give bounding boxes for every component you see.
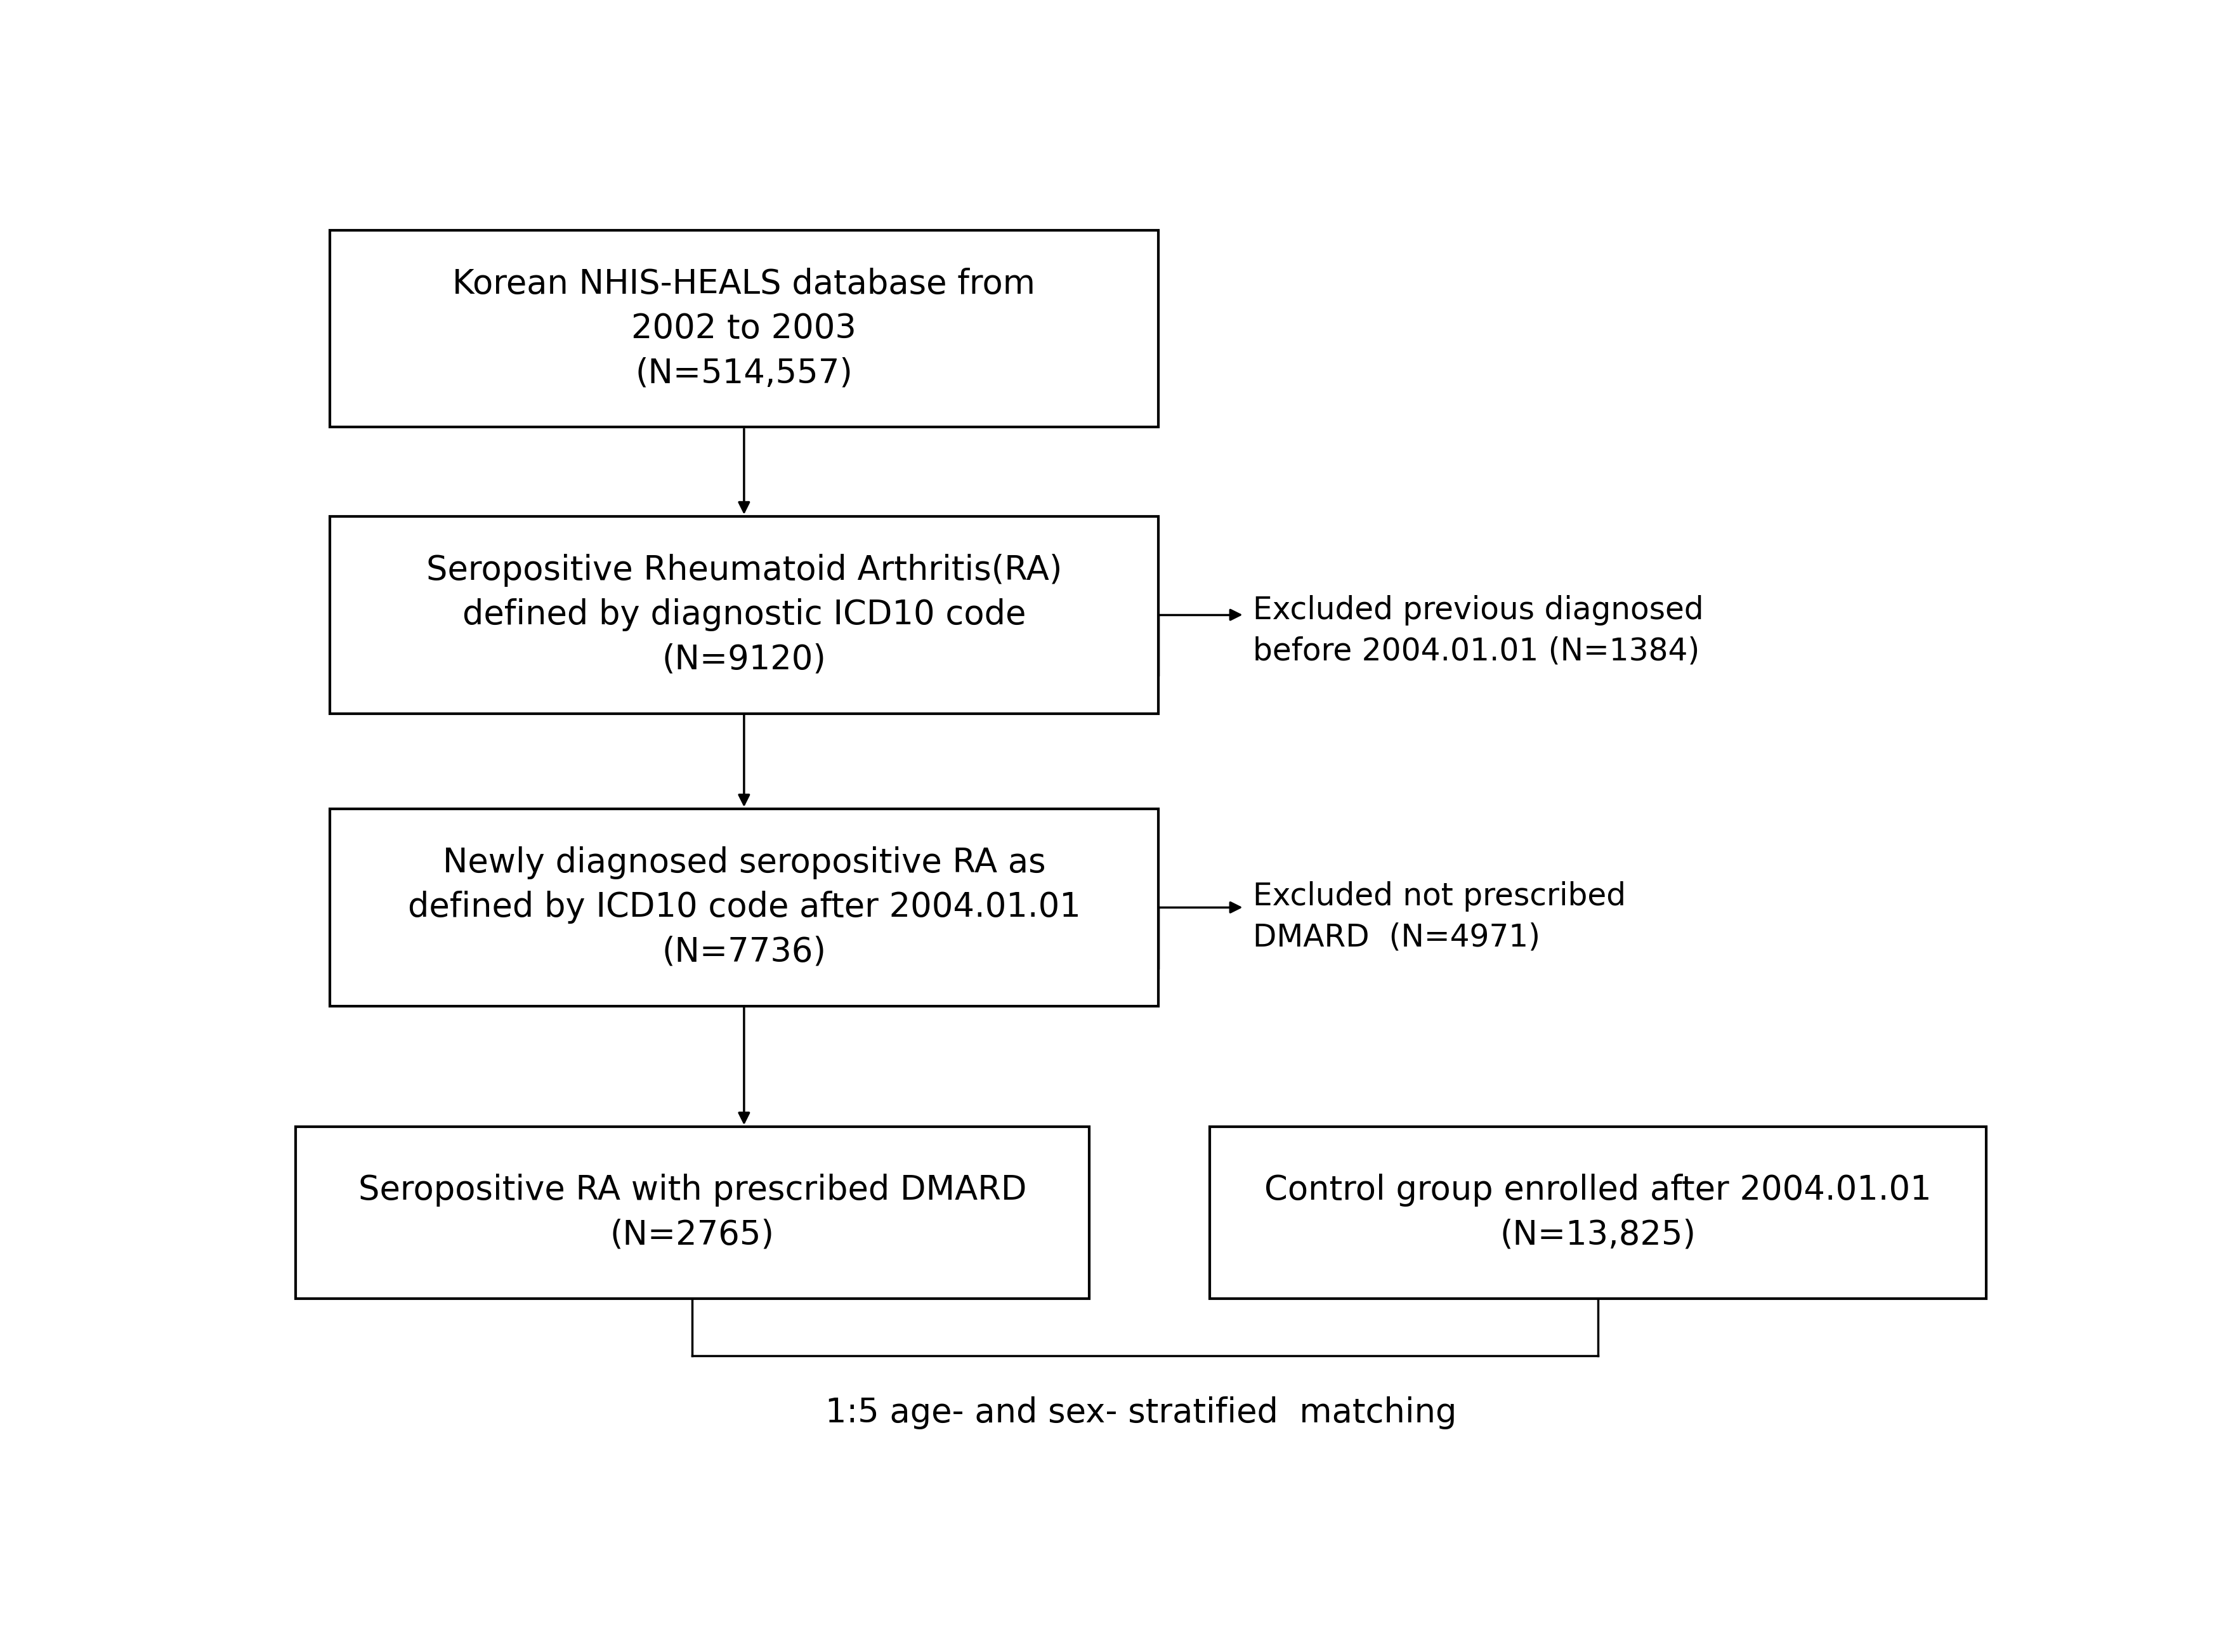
Text: Seropositive Rheumatoid Arthritis(RA)
defined by diagnostic ICD10 code
(N=9120): Seropositive Rheumatoid Arthritis(RA) de… [425,553,1062,676]
Text: Newly diagnosed seropositive RA as
defined by ICD10 code after 2004.01.01
(N=773: Newly diagnosed seropositive RA as defin… [407,846,1080,968]
Text: Excluded previous diagnosed
before 2004.01.01 (N=1384): Excluded previous diagnosed before 2004.… [1253,595,1703,667]
FancyBboxPatch shape [329,230,1158,428]
FancyBboxPatch shape [329,809,1158,1006]
Text: Excluded not prescribed
DMARD  (N=4971): Excluded not prescribed DMARD (N=4971) [1253,881,1625,953]
FancyBboxPatch shape [296,1127,1089,1298]
Text: 1:5 age- and sex- stratified  matching: 1:5 age- and sex- stratified matching [826,1396,1456,1429]
FancyBboxPatch shape [1211,1127,1986,1298]
Text: Korean NHIS-HEALS database from
2002 to 2003
(N=514,557): Korean NHIS-HEALS database from 2002 to … [452,268,1035,390]
Text: Control group enrolled after 2004.01.01
(N=13,825): Control group enrolled after 2004.01.01 … [1264,1175,1932,1252]
Text: Seropositive RA with prescribed DMARD
(N=2765): Seropositive RA with prescribed DMARD (N… [358,1175,1026,1252]
FancyBboxPatch shape [329,515,1158,714]
